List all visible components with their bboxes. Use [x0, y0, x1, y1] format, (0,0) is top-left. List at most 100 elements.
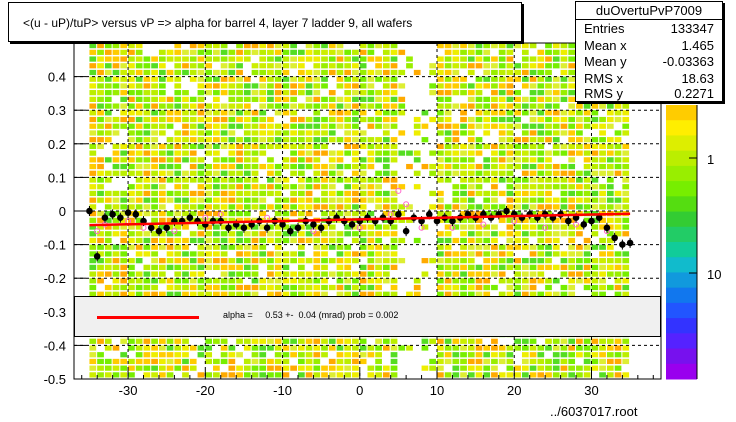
heatmap-cell — [104, 211, 112, 217]
heatmap-cell — [313, 116, 321, 123]
heatmap-cell — [158, 49, 166, 55]
heatmap-cell — [398, 150, 406, 156]
heatmap-cell — [89, 204, 97, 210]
heatmap-cell — [568, 278, 576, 284]
heatmap-cell — [545, 231, 552, 237]
heatmap-cell — [437, 116, 444, 123]
heatmap-cell — [120, 43, 128, 49]
heatmap-cell — [390, 56, 398, 62]
heatmap-cell — [120, 204, 128, 210]
heatmap-cell — [467, 271, 475, 277]
heatmap-cell — [166, 137, 174, 143]
heatmap-cell — [375, 278, 382, 284]
heatmap-cell — [328, 103, 336, 109]
heatmap-cell — [483, 372, 491, 378]
heatmap-cell — [220, 264, 228, 270]
heatmap-cell — [112, 163, 120, 170]
palette-cell — [666, 302, 697, 319]
heatmap-cell — [282, 49, 290, 55]
heatmap-cell — [321, 211, 328, 217]
heatmap-cell — [197, 143, 205, 150]
heatmap-cell — [290, 251, 297, 257]
heatmap-cell — [313, 204, 321, 210]
heatmap-cell — [290, 157, 297, 163]
heatmap-cell — [545, 83, 552, 89]
heatmap-cell — [313, 157, 321, 163]
heatmap-cell — [460, 217, 467, 223]
heatmap-cell — [220, 217, 228, 223]
heatmap-cell — [166, 177, 174, 183]
heatmap-cell — [205, 211, 213, 217]
heatmap-cell — [521, 63, 529, 69]
heatmap-cell — [104, 130, 112, 136]
heatmap-cell — [568, 69, 576, 76]
heatmap-cell — [205, 43, 213, 49]
heatmap-cell — [290, 190, 297, 197]
heatmap-cell — [189, 76, 197, 82]
stats-value: 0.2271 — [674, 86, 714, 101]
heatmap-cell — [437, 197, 444, 203]
heatmap-cell — [89, 123, 97, 129]
heatmap-cell — [97, 110, 104, 116]
heatmap-cell — [89, 217, 97, 223]
heatmap-cell — [282, 358, 290, 365]
heatmap-cell — [151, 163, 158, 170]
heatmap-cell — [89, 56, 97, 62]
heatmap-cell — [251, 43, 259, 49]
heatmap-cell — [599, 258, 606, 264]
heatmap-cell — [537, 237, 545, 244]
heatmap-cell — [166, 197, 174, 203]
heatmap-cell — [514, 197, 521, 203]
heatmap-cell — [259, 76, 267, 82]
heatmap-cell — [606, 231, 614, 237]
heatmap-cell — [197, 63, 205, 69]
heatmap-cell — [104, 110, 112, 116]
heatmap-cell — [467, 184, 475, 190]
heatmap-cell — [97, 372, 104, 378]
heatmap-cell — [128, 190, 135, 197]
heatmap-cell — [406, 204, 413, 210]
heatmap-cell — [321, 116, 328, 123]
heatmap-cell — [444, 163, 452, 170]
y-tick-label: 0.3 — [48, 103, 66, 118]
heatmap-cell — [375, 116, 382, 123]
heatmap-cell — [521, 130, 529, 136]
heatmap-cell — [568, 90, 576, 96]
heatmap-cell — [166, 110, 174, 116]
heatmap-cell — [205, 291, 213, 297]
heatmap-cell — [429, 150, 437, 156]
heatmap-cell — [104, 116, 112, 123]
heatmap-cell — [352, 224, 359, 230]
heatmap-cell — [197, 123, 205, 129]
heatmap-cell — [475, 49, 483, 55]
heatmap-cell — [236, 264, 243, 270]
heatmap-cell — [483, 291, 491, 297]
heatmap-cell — [274, 372, 282, 378]
heatmap-cell — [560, 338, 568, 344]
heatmap-cell — [344, 224, 352, 230]
heatmap-cell — [151, 338, 158, 344]
heatmap-cell — [552, 372, 560, 378]
heatmap-cell — [328, 49, 336, 55]
heatmap-cell — [529, 90, 537, 96]
heatmap-cell — [166, 251, 174, 257]
heatmap-cell — [460, 190, 467, 197]
heatmap-cell — [599, 123, 606, 129]
heatmap-cell — [475, 358, 483, 365]
heatmap-cell — [483, 251, 491, 257]
heatmap-cell — [460, 90, 467, 96]
heatmap-cell — [220, 184, 228, 190]
heatmap-cell — [143, 358, 151, 365]
heatmap-cell — [151, 271, 158, 277]
heatmap-cell — [143, 231, 151, 237]
stats-name: duOvertuPvP7009 — [576, 2, 722, 20]
heatmap-cell — [359, 278, 367, 284]
heatmap-cell — [189, 204, 197, 210]
heatmap-cell — [135, 278, 143, 284]
heatmap-cell — [158, 190, 166, 197]
heatmap-cell — [174, 231, 182, 237]
heatmap-cell — [460, 237, 467, 244]
heatmap-cell — [390, 123, 398, 129]
heatmap-cell — [151, 231, 158, 237]
heatmap-cell — [498, 103, 506, 109]
